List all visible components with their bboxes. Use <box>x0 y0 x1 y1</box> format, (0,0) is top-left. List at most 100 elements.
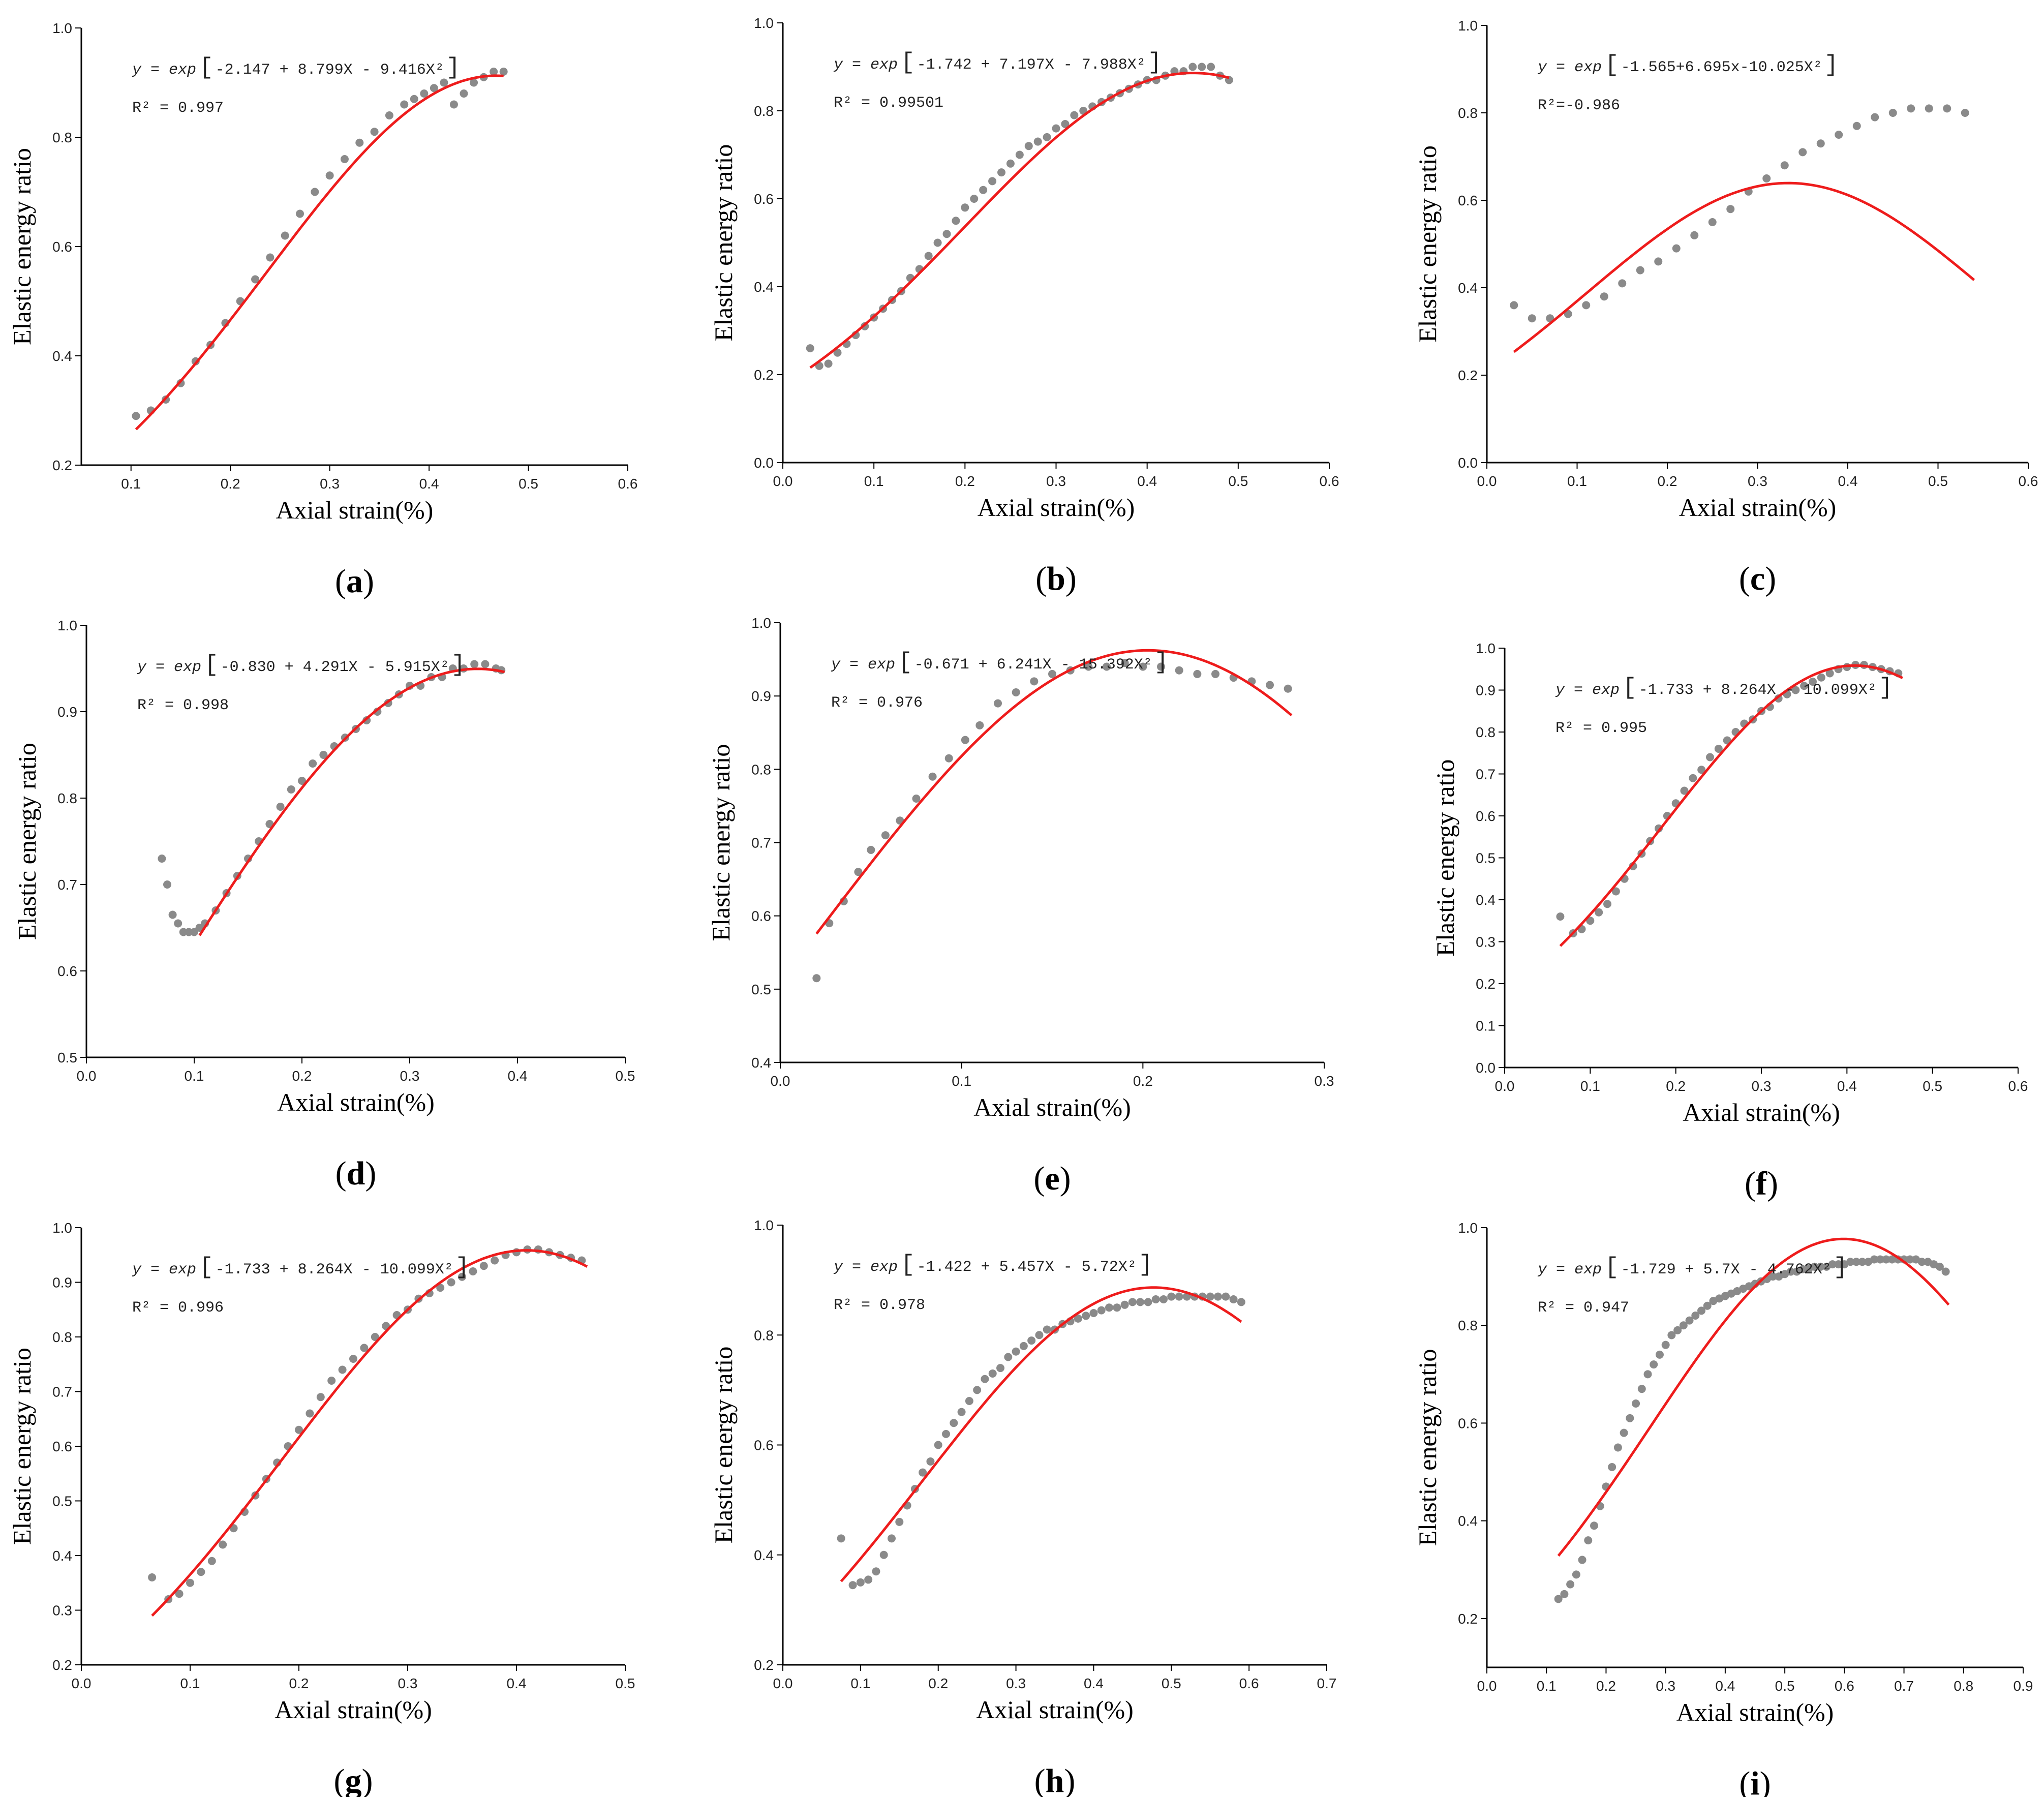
data-point <box>1136 1298 1145 1306</box>
data-point <box>1618 279 1627 288</box>
data-point <box>355 138 364 147</box>
x-tick-label: 0.6 <box>618 476 638 492</box>
x-tick-label: 0.2 <box>1596 1678 1616 1694</box>
data-point <box>1572 1570 1580 1579</box>
data-point <box>1084 662 1093 671</box>
panel-d: 0.0 0.1 0.2 0.3 0.4 0.5 0.5 0.6 0.7 0.8 0.9 1.0 Axia… <box>13 618 635 1192</box>
data-point <box>338 1365 347 1374</box>
data-point <box>1157 662 1165 671</box>
data-point <box>410 95 418 103</box>
data-point <box>470 660 479 668</box>
panel-label-letter: d <box>347 1155 365 1192</box>
data-point <box>148 1573 157 1581</box>
data-point <box>961 203 969 212</box>
r-squared: R² = 0.998 <box>137 697 229 714</box>
panel-label-letter: b <box>1047 560 1065 597</box>
data-point <box>952 217 960 225</box>
data-point <box>1012 688 1020 696</box>
data-point <box>888 1534 896 1543</box>
bracket-open: [ <box>1623 675 1637 701</box>
data-point <box>1613 1443 1622 1452</box>
panel-label-paren: ) <box>363 563 374 600</box>
y-tick-label: 0.0 <box>1476 1060 1496 1076</box>
fit-equation-body: -2.147 + 8.799X - 9.416X² <box>216 62 444 79</box>
r-squared: R² = 0.947 <box>1538 1299 1629 1317</box>
data-point <box>1661 1341 1670 1349</box>
data-point <box>1284 684 1292 693</box>
data-point <box>1097 1306 1106 1315</box>
data-point <box>837 1534 845 1543</box>
data-point <box>1637 1385 1646 1393</box>
r-squared: R² = 0.976 <box>831 694 923 712</box>
data-point <box>1198 63 1206 71</box>
x-tick-label: 0.3 <box>1748 473 1767 489</box>
bracket-close: ] <box>451 652 466 678</box>
data-point <box>1882 1255 1890 1264</box>
y-tick-label: 0.2 <box>754 1657 774 1673</box>
y-axis-label: Elastic energy ratio <box>13 743 41 940</box>
data-point <box>1636 266 1644 275</box>
fit-curve <box>135 74 504 431</box>
y-tick-label: 0.2 <box>52 458 72 473</box>
panel-label-paren: ( <box>334 1762 345 1797</box>
y-tick-label: 0.2 <box>754 367 774 383</box>
data-point <box>1791 686 1800 694</box>
x-axis-label: Axial strain(%) <box>1679 493 1837 522</box>
panel-label-paren: ( <box>335 563 346 600</box>
r-squared: R²=-0.986 <box>1538 97 1620 114</box>
data-point <box>928 772 937 781</box>
x-tick-label: 0.3 <box>1752 1078 1772 1094</box>
data-point <box>961 736 969 744</box>
panel-label-paren: ( <box>1034 1762 1046 1797</box>
data-point <box>864 1575 873 1584</box>
x-tick-label: 0.4 <box>1137 473 1157 489</box>
data-point <box>1103 662 1111 671</box>
x-axis-label: Axial strain(%) <box>973 1093 1131 1121</box>
fit-equation-body: -1.733 + 8.264X - 10.099X² <box>216 1261 453 1278</box>
x-tick-label: 0.5 <box>1775 1678 1795 1694</box>
panel-f: 0.0 0.1 0.2 0.3 0.4 0.5 0.6 0.0 0.1 0.2 0.3 0.4 0.5 0… <box>1431 641 2028 1202</box>
y-tick-label: 0.5 <box>1476 850 1496 866</box>
data-point <box>1835 131 1843 139</box>
bracket-open: [ <box>199 54 213 81</box>
data-point <box>491 1256 499 1265</box>
x-tick-label: 0.5 <box>616 1676 635 1691</box>
data-point <box>440 78 448 87</box>
data-point <box>1697 766 1706 774</box>
fit-equation-prefix: y = exp <box>831 656 895 674</box>
y-tick-label: 0.8 <box>754 103 774 119</box>
data-point <box>924 252 933 260</box>
data-point <box>1600 292 1608 301</box>
data-point <box>470 78 478 87</box>
data-point <box>994 699 1002 708</box>
panel-label: (g) <box>334 1762 373 1797</box>
data-point <box>1611 887 1620 896</box>
bracket-close: ] <box>1148 49 1162 76</box>
y-tick-label: 0.8 <box>751 762 771 777</box>
panel-label-letter: f <box>1756 1165 1767 1202</box>
r-squared: R² = 0.99501 <box>834 95 943 112</box>
panel-label: (c) <box>1739 560 1776 597</box>
x-tick-label: 0.1 <box>180 1676 200 1691</box>
data-point <box>1578 1556 1587 1564</box>
x-tick-label: 0.5 <box>1162 1676 1181 1691</box>
y-tick-label: 0.8 <box>57 790 77 806</box>
x-tick-label: 0.4 <box>1837 1078 1857 1094</box>
y-axis-label: Elastic energy ratio <box>1413 145 1442 343</box>
data-point <box>174 919 182 928</box>
data-point <box>132 412 140 420</box>
y-tick-label: 0.7 <box>52 1384 72 1400</box>
data-point <box>1852 121 1861 130</box>
y-tick-label: 0.0 <box>754 455 774 471</box>
panel-label-letter: e <box>1045 1160 1059 1197</box>
x-tick-label: 0.1 <box>850 1676 870 1691</box>
x-tick-label: 0.0 <box>77 1068 97 1084</box>
data-point <box>1689 774 1697 782</box>
fit-equation-prefix: y = exp <box>1537 59 1602 76</box>
data-point <box>1113 1303 1121 1312</box>
panel-label-paren: ) <box>1760 1765 1771 1797</box>
panel-label-paren: ( <box>1033 1160 1045 1197</box>
data-point <box>1703 1301 1712 1310</box>
x-tick-label: 0.2 <box>221 476 240 492</box>
data-point <box>1706 753 1714 762</box>
